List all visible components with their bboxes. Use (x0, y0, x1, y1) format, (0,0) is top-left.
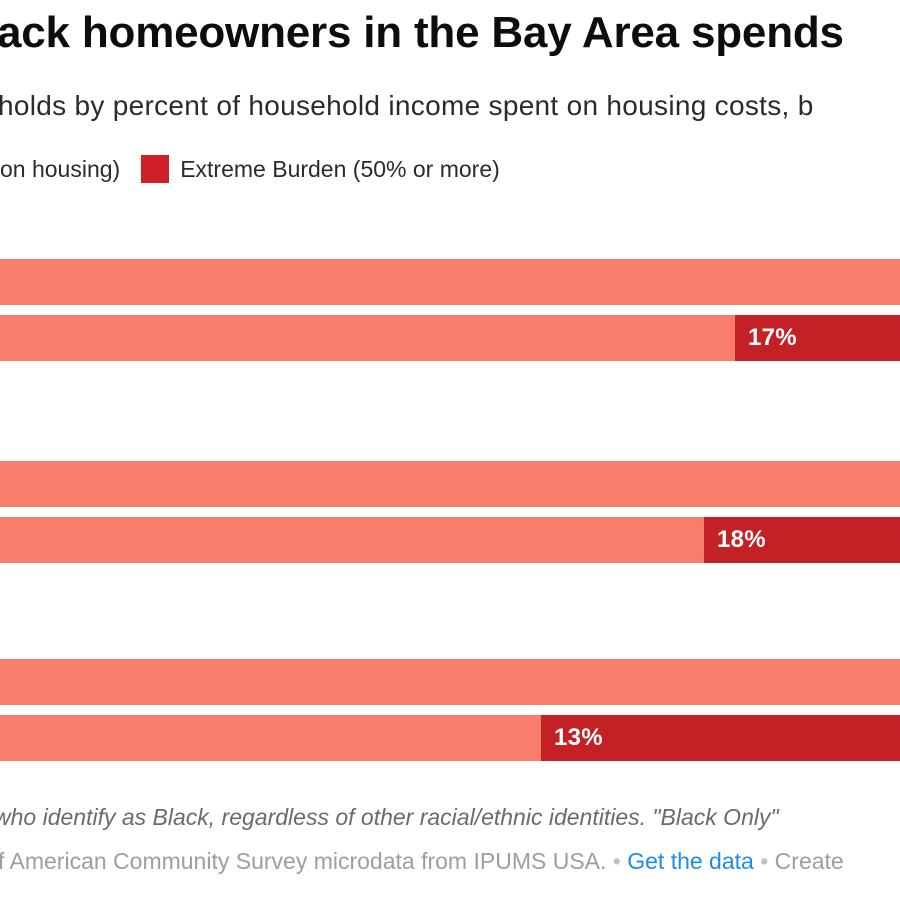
bar-group1-value-label: 17% (748, 324, 797, 351)
legend: on housing) Extreme Burden (50% or more) (0, 152, 900, 186)
bar-group3-extreme-segment[interactable]: 13% (540, 715, 900, 761)
bar-group1-extreme-segment[interactable]: 17% (735, 315, 900, 361)
chart-title: ack homeowners in the Bay Area spends (0, 8, 900, 66)
extreme-burden-swatch-icon (141, 155, 170, 183)
bar-group1-moderate[interactable] (0, 259, 900, 305)
legend-item-extreme: Extreme Burden (50% or more) (141, 155, 500, 183)
source-line: f American Community Survey microdata fr… (0, 848, 900, 878)
get-the-data-link[interactable]: Get the data (627, 848, 754, 874)
chart-subtitle: holds by percent of household income spe… (0, 90, 900, 124)
bar-group2-value-label: 18% (716, 526, 766, 553)
legend-moderate-label: on housing) (0, 155, 121, 182)
footnote-text: who identify as Black, regardless of oth… (0, 804, 779, 830)
chart-subtitle-text: holds by percent of household income spe… (0, 90, 814, 121)
chart-title-text: ack homeowners in the Bay Area spends (0, 8, 844, 57)
footnote: who identify as Black, regardless of oth… (0, 804, 900, 834)
bar-group3-moderate[interactable] (0, 659, 900, 705)
separator-dot: • (606, 848, 628, 874)
bar-group2-stacked[interactable]: 18% (0, 517, 900, 563)
bar-group2-extreme-segment[interactable]: 18% (703, 517, 900, 563)
source-text: f American Community Survey microdata fr… (0, 848, 607, 874)
created-with-text: Create (774, 848, 844, 874)
bar-group2-moderate[interactable] (0, 461, 900, 507)
legend-extreme-label: Extreme Burden (50% or more) (180, 155, 500, 182)
bar-group3-value-label: 13% (553, 724, 603, 751)
separator-dot: • (753, 848, 775, 874)
bar-group1-stacked[interactable]: 17% (0, 315, 900, 361)
bar-group3-stacked[interactable]: 13% (0, 715, 900, 761)
legend-item-moderate: on housing) (0, 156, 120, 183)
